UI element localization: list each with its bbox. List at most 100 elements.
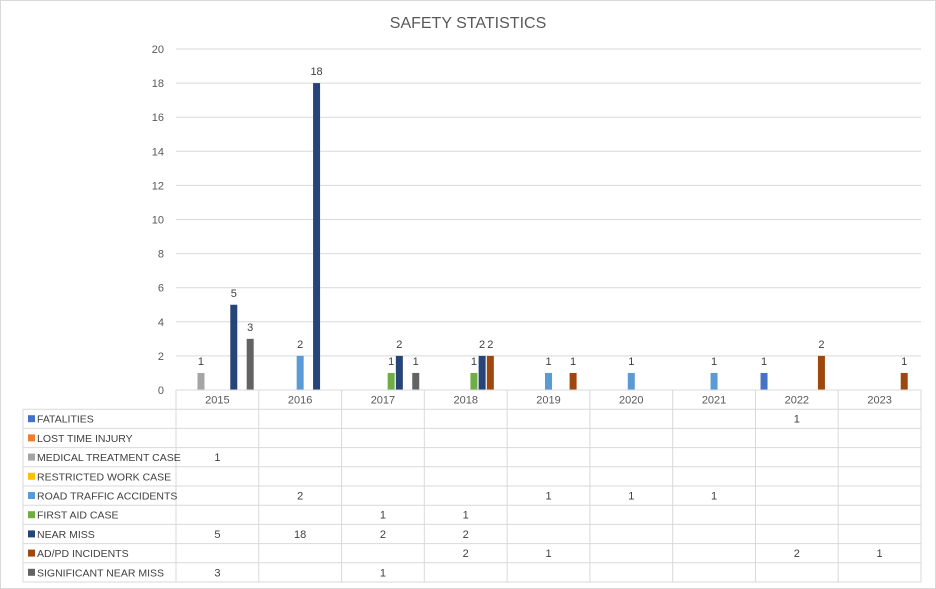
- table-cell-value: 3: [214, 567, 220, 579]
- legend-entry: ROAD TRAFFIC ACCIDENTS: [37, 491, 177, 503]
- legend-key: [28, 472, 35, 480]
- data-label: 18: [310, 66, 322, 78]
- data-label: 1: [388, 356, 394, 368]
- bar: [710, 372, 718, 390]
- data-label: 5: [231, 288, 237, 300]
- bar: [395, 355, 403, 390]
- data-label: 2: [479, 339, 485, 351]
- bar: [296, 355, 304, 390]
- bar: [900, 372, 908, 390]
- table-cell-value: 1: [545, 491, 551, 503]
- data-label: 1: [761, 356, 767, 368]
- y-tick-label: 2: [158, 351, 164, 363]
- table-cell-value: 1: [794, 414, 800, 426]
- bar: [197, 372, 205, 390]
- data-label: 1: [628, 356, 634, 368]
- legend-key: [28, 530, 35, 538]
- data-label: 1: [413, 356, 419, 368]
- data-label: 1: [198, 356, 204, 368]
- legend-key: [28, 415, 35, 423]
- y-tick-label: 16: [152, 112, 164, 124]
- data-label: 1: [570, 356, 576, 368]
- x-tick-label: 2015: [205, 395, 229, 407]
- bar: [470, 372, 478, 390]
- table-cell-value: 5: [214, 529, 220, 541]
- bar: [569, 372, 577, 390]
- y-tick-label: 12: [152, 180, 164, 192]
- legend-key: [28, 511, 35, 519]
- table-cell-value: 1: [380, 567, 386, 579]
- y-tick-label: 18: [152, 78, 164, 90]
- bar: [246, 338, 254, 390]
- data-label: 3: [247, 322, 253, 334]
- legend-entry: NEAR MISS: [37, 529, 95, 541]
- bar: [478, 355, 486, 390]
- x-tick-label: 2023: [867, 395, 891, 407]
- y-tick-label: 10: [152, 215, 164, 227]
- y-tick-label: 14: [152, 146, 164, 158]
- table-cell-value: 2: [380, 529, 386, 541]
- x-tick-label: 2019: [536, 395, 560, 407]
- table-cell-value: 18: [294, 529, 306, 541]
- data-label: 2: [487, 339, 493, 351]
- bar: [486, 355, 494, 390]
- table-cell-value: 2: [463, 548, 469, 560]
- y-axis-ticks: 0 2 4 6 8 10 12 14 16 18 20: [152, 44, 164, 397]
- x-tick-label: 2020: [619, 395, 643, 407]
- data-label: 2: [818, 339, 824, 351]
- bar: [412, 372, 420, 390]
- table-cell-value: 1: [463, 510, 469, 522]
- table-cell-value: 2: [794, 548, 800, 560]
- y-tick-label: 4: [158, 317, 164, 329]
- legend-entry: LOST TIME INJURY: [37, 433, 133, 445]
- legend-key: [28, 568, 35, 576]
- y-tick-label: 6: [158, 283, 164, 295]
- table-cell-value: 2: [463, 529, 469, 541]
- x-tick-label: 2017: [371, 395, 395, 407]
- legend-entry: AD/PD INCIDENTS: [37, 548, 129, 560]
- table-cell-value: 1: [545, 548, 551, 560]
- data-table: 2015 2016 2017 2018 2019 2020 2021 2022 2023 FATA…: [22, 389, 922, 583]
- bar: [817, 355, 825, 390]
- table-cell-value: 2: [297, 491, 303, 503]
- table-cell-value: 1: [214, 452, 220, 464]
- data-label: 1: [545, 356, 551, 368]
- bars: [197, 83, 908, 390]
- legend-key: [28, 434, 35, 442]
- y-tick-label: 0: [158, 385, 164, 397]
- legend-entry: FIRST AID CASE: [37, 510, 119, 522]
- bar: [313, 83, 321, 390]
- chart-title: SAFETY STATISTICS: [390, 15, 546, 32]
- legend-entry: MEDICAL TREATMENT CASE: [37, 452, 181, 464]
- table-cell-value: 1: [380, 510, 386, 522]
- data-label: 1: [901, 356, 907, 368]
- table-cell-value: 1: [877, 548, 883, 560]
- x-tick-label: 2018: [453, 395, 477, 407]
- legend-entry: SIGNIFICANT NEAR MISS: [37, 567, 164, 579]
- x-tick-label: 2016: [288, 395, 312, 407]
- legend-key: [28, 549, 35, 557]
- bar: [627, 372, 635, 390]
- y-tick-label: 8: [158, 249, 164, 261]
- x-tick-label: 2021: [702, 395, 726, 407]
- data-label: 1: [471, 356, 477, 368]
- legend-key: [28, 492, 35, 499]
- bar: [545, 372, 552, 390]
- y-tick-label: 20: [152, 44, 164, 56]
- bar: [760, 372, 768, 390]
- table-cell-value: 1: [628, 491, 634, 503]
- bar: [387, 372, 395, 390]
- legend-entry: FATALITIES: [37, 414, 94, 426]
- data-label: 2: [396, 339, 402, 351]
- data-label: 1: [711, 356, 717, 368]
- bar: [230, 304, 238, 390]
- legend-entry: RESTRICTED WORK CASE: [37, 471, 171, 483]
- x-tick-label: 2022: [785, 395, 809, 407]
- data-label: 2: [297, 339, 303, 351]
- table-cell-value: 1: [711, 491, 717, 503]
- legend-key: [28, 453, 35, 461]
